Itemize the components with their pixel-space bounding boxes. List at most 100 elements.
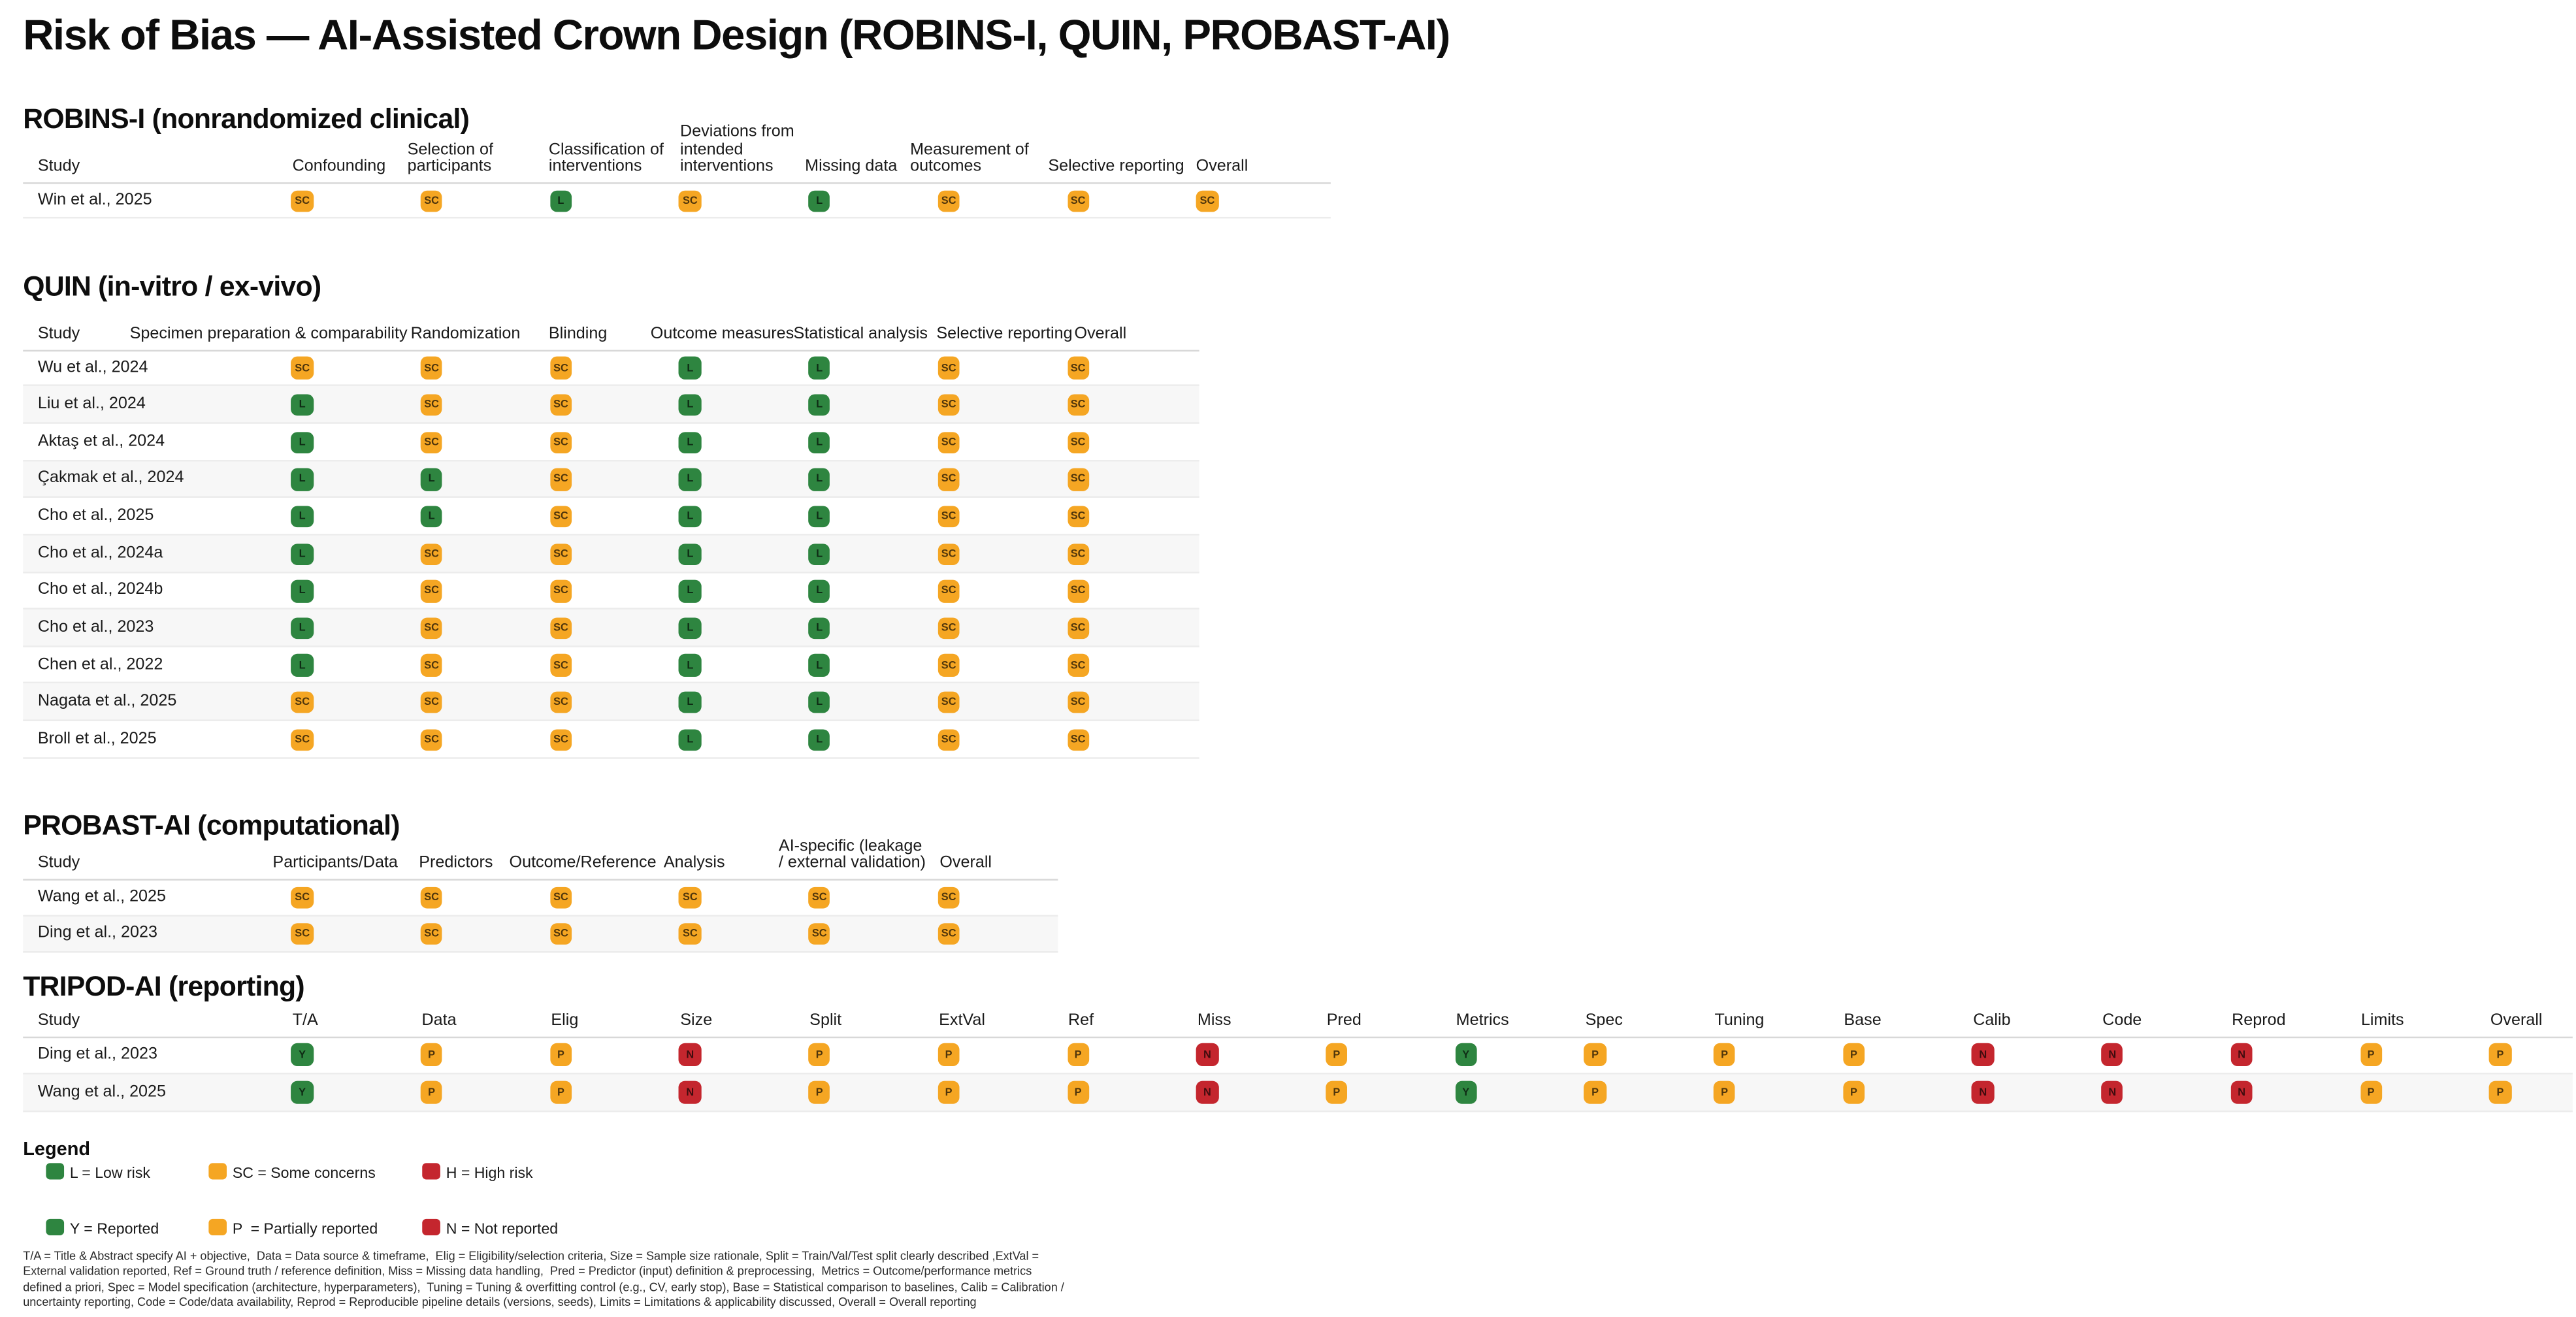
- rating-badge: SC: [549, 580, 572, 602]
- rating-badge: L: [291, 506, 314, 528]
- legend-swatch: [208, 1218, 227, 1236]
- rating-badge: N: [2230, 1081, 2253, 1104]
- column-header: Calib: [1973, 1012, 2011, 1030]
- column-header-study: Study: [37, 325, 80, 344]
- rating-badge: L: [291, 431, 314, 453]
- table-header-row: Study Participants/Data Predictors Outcome/…: [23, 810, 1058, 881]
- column-header: Outcome measures: [650, 325, 794, 344]
- table-row: Cho et al., 2025 L L SC L L SC SC: [23, 498, 1199, 536]
- rating-badge: SC: [1067, 506, 1089, 528]
- column-header: Spec: [1585, 1012, 1623, 1030]
- rating-badge: L: [679, 394, 702, 417]
- rating-badge: SC: [937, 580, 960, 602]
- column-header: Overall: [1074, 325, 1127, 344]
- rating-badge: L: [808, 617, 831, 640]
- rating-badge: N: [2101, 1081, 2124, 1104]
- rating-badge: L: [808, 506, 831, 528]
- column-header: Size: [680, 1012, 713, 1030]
- rating-badge: SC: [420, 394, 443, 417]
- rating-badge: L: [549, 189, 572, 212]
- legend-label: N = Not reported: [446, 1220, 559, 1237]
- rating-badge: SC: [1067, 728, 1089, 751]
- rating-badge: P: [1713, 1043, 1736, 1066]
- rating-badge: SC: [291, 357, 314, 380]
- rating-badge: P: [1842, 1081, 1865, 1104]
- rating-badge: SC: [937, 886, 960, 909]
- rating-badge: P: [1584, 1081, 1606, 1104]
- rating-badge: SC: [1067, 617, 1089, 640]
- rating-badge: L: [291, 468, 314, 491]
- column-header: Measurement of outcomes: [910, 140, 1029, 177]
- rating-badge: P: [2360, 1081, 2382, 1104]
- column-header: Overall: [939, 854, 992, 873]
- rating-badge: P: [937, 1081, 960, 1104]
- study-label: Aktaş et al., 2024: [37, 432, 165, 451]
- column-header: Metrics: [1456, 1012, 1509, 1030]
- column-header: Elig: [551, 1012, 579, 1030]
- rating-badge: SC: [549, 468, 572, 491]
- rating-badge: Y: [1454, 1043, 1477, 1066]
- section-heading: TRIPOD-AI (reporting): [23, 971, 304, 1002]
- rating-badge: SC: [420, 728, 443, 751]
- column-header: Overall: [2490, 1012, 2543, 1030]
- rating-badge: SC: [1067, 189, 1089, 212]
- legend-swatch: [422, 1218, 440, 1236]
- rating-badge: N: [679, 1043, 702, 1066]
- rating-badge: Y: [291, 1043, 314, 1066]
- table-row: Wang et al., 2025 SC SC SC SC SC SC: [23, 879, 1058, 916]
- legend-label: L = Low risk: [69, 1163, 150, 1180]
- rating-badge: SC: [937, 654, 960, 677]
- column-header: Classification of interventions: [548, 140, 664, 177]
- rating-badge: N: [2101, 1043, 2124, 1066]
- column-header: AI-specific (leakage / external validati…: [778, 837, 926, 873]
- column-header: Selection of participants: [407, 140, 494, 177]
- table-row: Nagata et al., 2025 SC SC SC L L SC SC: [23, 684, 1199, 722]
- rating-badge: SC: [937, 728, 960, 751]
- study-label: Ding et al., 2023: [37, 924, 157, 943]
- rating-badge: L: [808, 357, 831, 380]
- rating-badge: SC: [291, 728, 314, 751]
- column-header: Predictors: [419, 854, 493, 873]
- rating-badge: L: [679, 543, 702, 565]
- rating-badge: SC: [549, 886, 572, 909]
- rating-badge: SC: [1067, 394, 1089, 417]
- section-quin: QUIN (in-vitro / ex-vivo) Study Specimen p…: [23, 271, 1199, 759]
- rating-badge: SC: [549, 394, 572, 417]
- rating-badge: SC: [937, 691, 960, 714]
- study-label: Cho et al., 2024b: [37, 581, 163, 600]
- rating-badge: SC: [420, 543, 443, 565]
- rating-badge: SC: [549, 617, 572, 640]
- rating-badge: L: [420, 506, 443, 528]
- section-heading: PROBAST-AI (computational): [23, 809, 400, 841]
- rating-badge: P: [808, 1043, 831, 1066]
- column-header: T/A: [292, 1012, 318, 1030]
- rating-badge: SC: [420, 580, 443, 602]
- study-label: Chen et al., 2022: [37, 655, 163, 674]
- column-header: Outcome/Reference: [509, 854, 657, 873]
- table-row: Aktaş et al., 2024 L SC SC L L SC SC: [23, 424, 1199, 461]
- section-probast: PROBAST-AI (computational) Study Participa…: [23, 810, 1058, 953]
- table-row: Wang et al., 2025 Y P P N P P P N P Y P P P N N N P P: [23, 1073, 2573, 1112]
- rating-badge: L: [679, 617, 702, 640]
- table-header-row: Study Confounding Selection of participant…: [23, 103, 1331, 184]
- legend-label: SC = Some concerns: [232, 1163, 376, 1180]
- rating-badge: L: [679, 654, 702, 677]
- column-header: Reprod: [2232, 1012, 2286, 1030]
- rating-badge: SC: [420, 617, 443, 640]
- column-header: Overall: [1196, 158, 1248, 177]
- rating-badge: N: [1196, 1043, 1218, 1066]
- rating-badge: SC: [937, 468, 960, 491]
- rating-badge: L: [420, 468, 443, 491]
- rating-badge: N: [1972, 1081, 1995, 1104]
- rating-badge: SC: [1067, 357, 1089, 380]
- rating-badge: L: [291, 543, 314, 565]
- column-header: Code: [2102, 1012, 2142, 1030]
- study-label: Ding et al., 2023: [37, 1045, 157, 1064]
- column-header: Statistical analysis: [793, 325, 928, 344]
- table-header-row: Study T/A Data Elig Size Split ExtVal Ref Miss Pr…: [23, 971, 2573, 1038]
- rating-badge: SC: [549, 728, 572, 751]
- study-label: Nagata et al., 2025: [37, 692, 177, 711]
- rating-badge: P: [1842, 1043, 1865, 1066]
- rating-badge: L: [291, 580, 314, 602]
